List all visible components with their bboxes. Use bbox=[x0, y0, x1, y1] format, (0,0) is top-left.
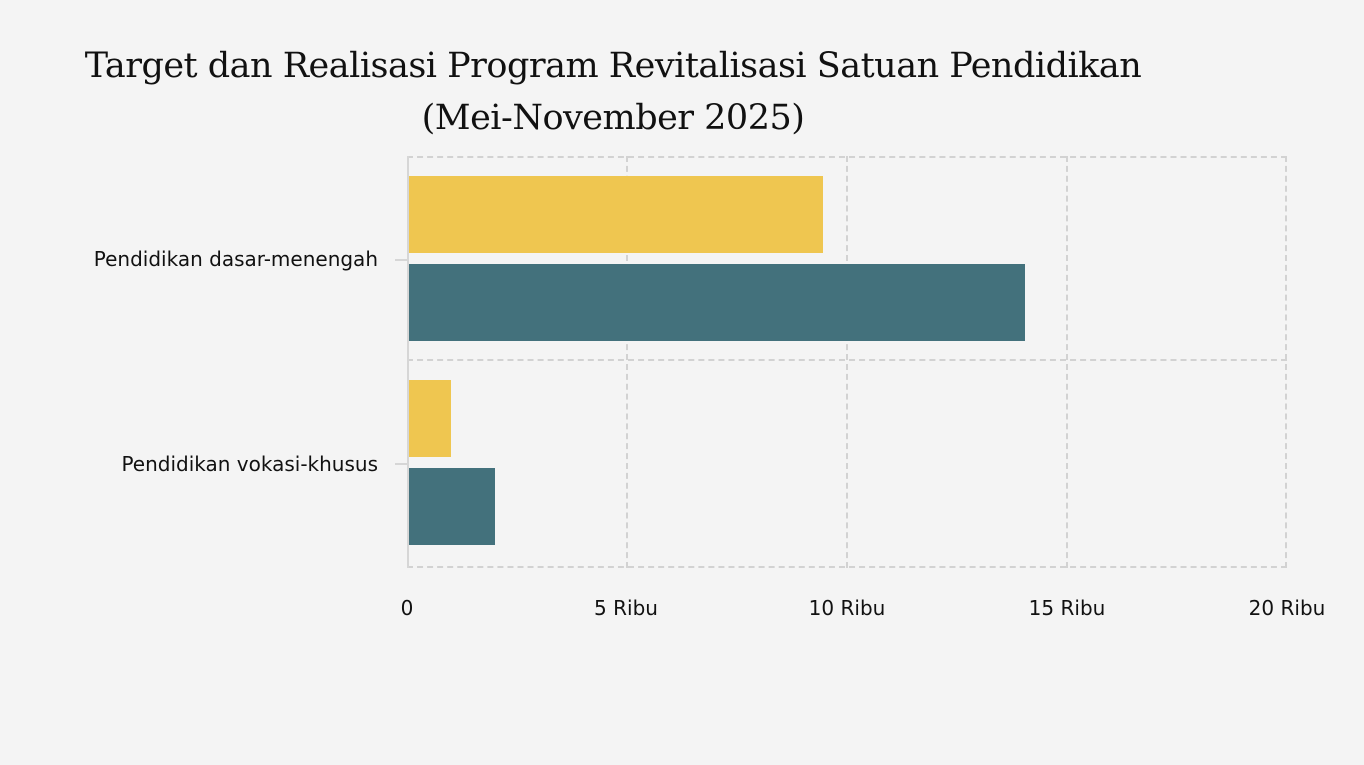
plot-area bbox=[395, 156, 1287, 568]
gridline bbox=[1285, 156, 1287, 568]
bar-vokasi-khusus-teal[interactable] bbox=[408, 468, 495, 545]
x-tick-label: 20 Ribu bbox=[1248, 596, 1326, 620]
category-label: Pendidikan dasar-menengah bbox=[93, 247, 378, 271]
chart-subtitle: (Mei-November 2025) bbox=[421, 98, 805, 138]
gridline bbox=[846, 156, 848, 568]
chart-title: Target dan Realisasi Program Revitalisas… bbox=[84, 46, 1142, 86]
bar-dasar-menengah-yellow[interactable] bbox=[408, 176, 823, 253]
x-tick-label: 15 Ribu bbox=[1028, 596, 1106, 620]
x-tick-label: 10 Ribu bbox=[808, 596, 886, 620]
y-tick bbox=[395, 463, 407, 465]
x-tick-label: 5 Ribu bbox=[594, 596, 658, 620]
gridline bbox=[1066, 156, 1068, 568]
y-tick bbox=[395, 259, 407, 261]
y-axis-line bbox=[407, 156, 409, 568]
bar-dasar-menengah-teal[interactable] bbox=[408, 264, 1025, 341]
category-label: Pendidikan vokasi-khusus bbox=[121, 452, 378, 476]
bar-vokasi-khusus-yellow[interactable] bbox=[408, 380, 451, 457]
gridline bbox=[626, 156, 628, 568]
x-tick-label: 0 bbox=[400, 596, 414, 620]
